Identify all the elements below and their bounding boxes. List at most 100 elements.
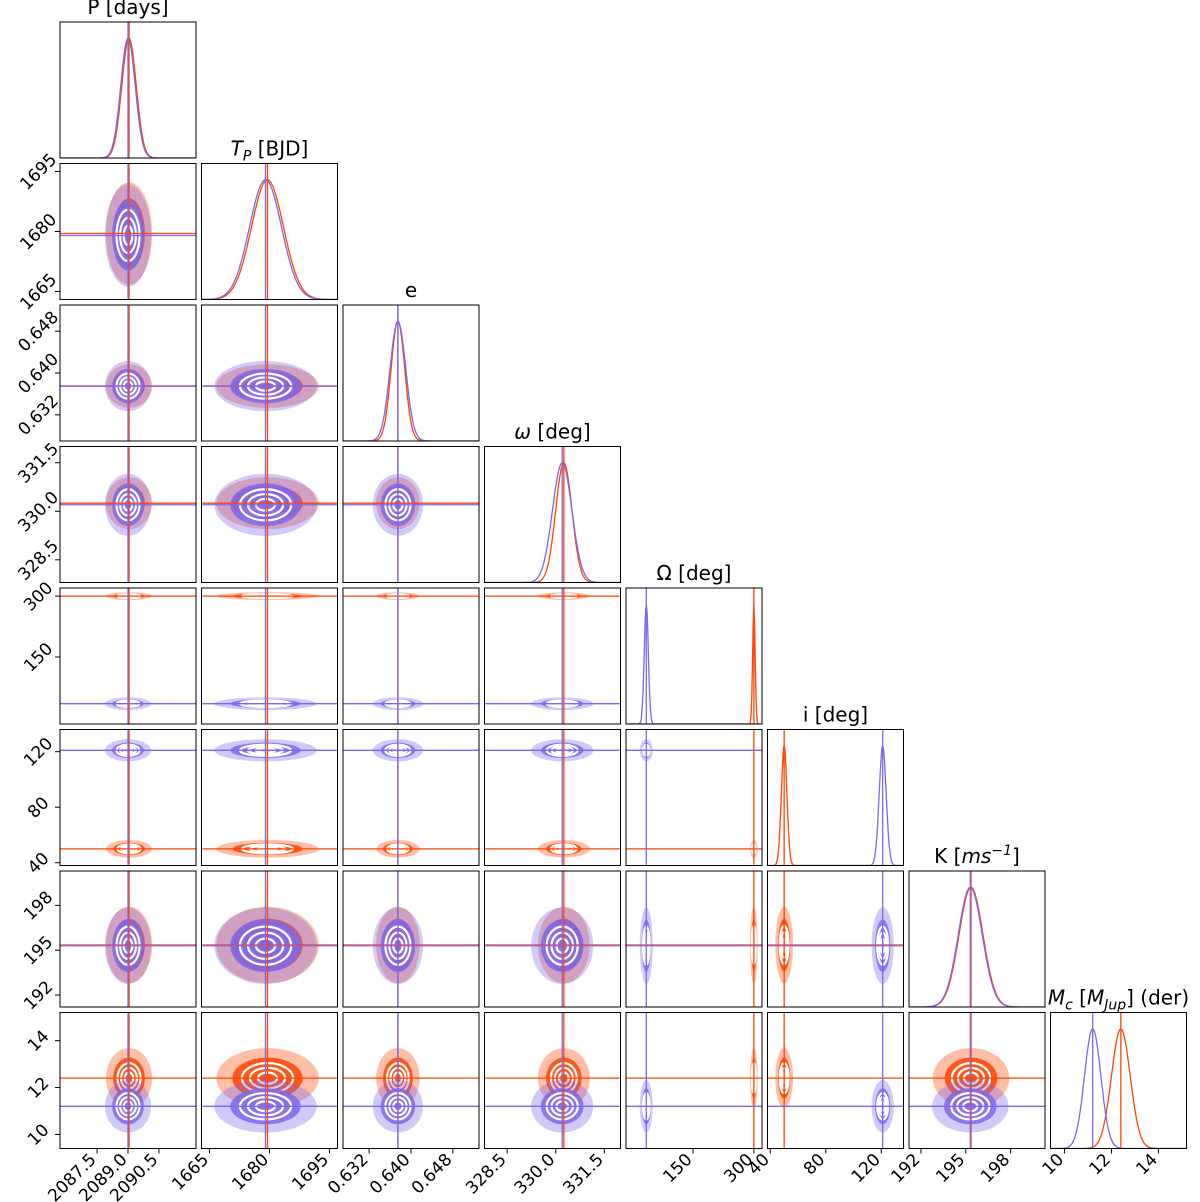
panel bbox=[484, 446, 621, 583]
y-tick-label: 1680 bbox=[16, 210, 61, 255]
panel-title: ω [deg] bbox=[514, 420, 590, 444]
panel bbox=[626, 729, 762, 866]
panel bbox=[201, 446, 338, 583]
histogram bbox=[626, 604, 762, 724]
panel bbox=[60, 22, 196, 158]
panel bbox=[201, 1012, 338, 1149]
title-part: M bbox=[1048, 986, 1065, 1010]
x-tick-label: 12 bbox=[1086, 1150, 1115, 1179]
y-tick-label: 1665 bbox=[16, 270, 61, 315]
histogram bbox=[484, 462, 621, 583]
title-part: [deg] bbox=[531, 420, 591, 444]
histogram bbox=[1050, 1028, 1187, 1149]
title-part: [ bbox=[1073, 986, 1087, 1010]
panel bbox=[484, 871, 621, 1007]
panel bbox=[343, 305, 479, 441]
y-tick-label: 120 bbox=[20, 734, 57, 771]
x-tick-label: 1695 bbox=[288, 1150, 333, 1195]
histogram bbox=[909, 886, 1045, 1007]
panel-frame bbox=[201, 304, 338, 442]
panel-frame bbox=[201, 163, 338, 300]
x-tick-label: 195 bbox=[932, 1150, 969, 1187]
histogram bbox=[343, 320, 479, 441]
panel-frame bbox=[342, 446, 480, 583]
title-part: T bbox=[231, 137, 245, 161]
panel-frame bbox=[201, 870, 338, 1008]
panel-frame bbox=[59, 729, 197, 866]
x-tick-label: 40 bbox=[744, 1150, 773, 1179]
panel-frame bbox=[59, 446, 197, 583]
panel bbox=[343, 446, 479, 583]
title-part: K [ bbox=[934, 844, 961, 868]
panel-frame bbox=[59, 21, 197, 159]
panel bbox=[767, 729, 904, 866]
panel bbox=[343, 871, 479, 1007]
panel-frame bbox=[625, 729, 763, 866]
panel-frame bbox=[908, 1012, 1046, 1149]
panel-frame bbox=[342, 587, 480, 725]
panel bbox=[60, 1012, 196, 1149]
title-part: i [deg] bbox=[803, 703, 868, 727]
title-part: ] (der) bbox=[1126, 986, 1189, 1010]
panel-frame bbox=[767, 1012, 904, 1149]
y-tick-label: 150 bbox=[20, 639, 57, 676]
panel-title: i [deg] bbox=[803, 703, 868, 727]
x-tick-label: 192 bbox=[887, 1150, 924, 1187]
y-tick-label: 192 bbox=[20, 977, 57, 1014]
y-tick-label: 300 bbox=[20, 578, 57, 615]
y-tick-label: 12 bbox=[24, 1074, 53, 1103]
panel-frame bbox=[342, 870, 480, 1008]
panel bbox=[60, 588, 196, 724]
panel-frame bbox=[767, 870, 904, 1008]
panel bbox=[201, 305, 338, 441]
title-part: P [days] bbox=[87, 0, 168, 19]
panel bbox=[343, 729, 479, 866]
panel bbox=[767, 871, 904, 1007]
x-tick-label: 1665 bbox=[168, 1150, 213, 1195]
panel-frame bbox=[484, 729, 621, 866]
y-tick-label: 80 bbox=[24, 793, 53, 822]
histogram bbox=[484, 462, 621, 583]
panel bbox=[201, 871, 338, 1007]
y-tick-label: 0.640 bbox=[14, 349, 63, 398]
title-part: ω bbox=[514, 420, 531, 444]
title-part: −1 bbox=[991, 843, 1012, 859]
panel bbox=[201, 588, 338, 724]
title-part: ] bbox=[1012, 844, 1020, 868]
x-tick-label: 0.648 bbox=[408, 1150, 457, 1199]
x-tick-label: 150 bbox=[659, 1150, 696, 1187]
x-tick-label: 10 bbox=[1039, 1150, 1068, 1179]
panel-title: e bbox=[405, 278, 417, 302]
histogram bbox=[343, 320, 479, 441]
panel bbox=[626, 1012, 762, 1149]
panel-frame bbox=[1050, 1012, 1187, 1149]
y-tick-label: 0.648 bbox=[14, 308, 63, 357]
panel bbox=[201, 729, 338, 866]
panel-frame bbox=[201, 446, 338, 583]
panel-title: Ω [deg] bbox=[657, 561, 732, 585]
panel-frame bbox=[767, 729, 904, 866]
panel-frame bbox=[908, 870, 1046, 1008]
panel bbox=[60, 871, 196, 1007]
panel-frame bbox=[484, 1012, 621, 1149]
panel-frame bbox=[59, 870, 197, 1008]
panel-frame bbox=[484, 870, 621, 1008]
x-tick-label: 328.5 bbox=[462, 1150, 511, 1199]
histogram bbox=[201, 179, 338, 300]
panel bbox=[60, 305, 196, 441]
panel bbox=[60, 446, 196, 583]
x-tick-label: 120 bbox=[848, 1150, 885, 1187]
x-tick-label: 80 bbox=[800, 1150, 829, 1179]
panel bbox=[201, 163, 338, 300]
x-tick-label: 0.640 bbox=[366, 1150, 415, 1199]
panel-title: K [ms−1] bbox=[934, 843, 1020, 868]
panel-title: Mc [MJup] (der) bbox=[1048, 986, 1189, 1014]
x-tick-label: 331.5 bbox=[559, 1150, 608, 1199]
x-tick-label: 330.0 bbox=[511, 1150, 560, 1199]
y-tick-label: 14 bbox=[24, 1027, 53, 1056]
panel bbox=[1050, 1012, 1187, 1149]
x-tick-label: 1680 bbox=[228, 1150, 273, 1195]
panel-frame bbox=[201, 729, 338, 866]
histogram bbox=[1050, 1028, 1187, 1149]
histogram bbox=[767, 745, 904, 866]
